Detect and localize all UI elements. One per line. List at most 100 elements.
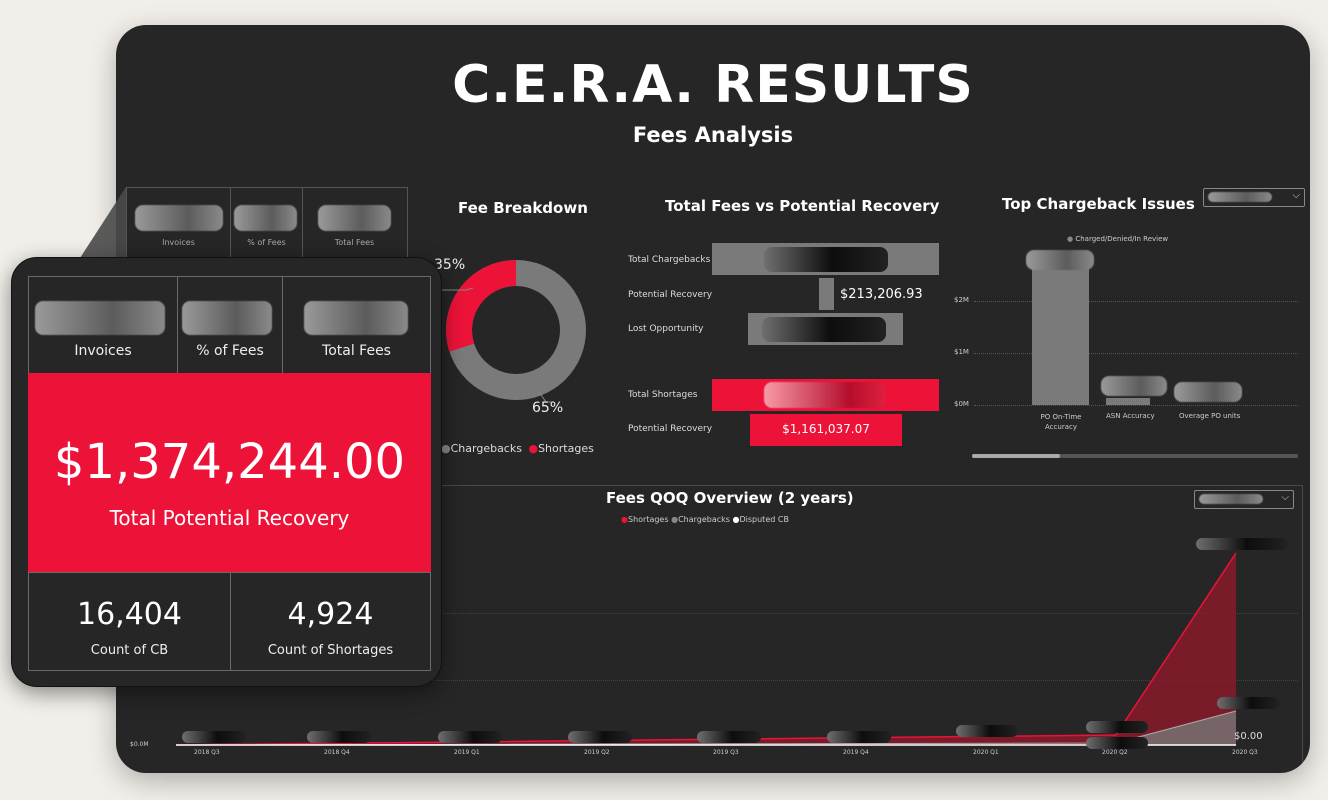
row-total-shortages: Total Shortages: [628, 390, 698, 400]
summary-zoom-card: Invoices % of Fees Total Fees $1,374,244…: [11, 257, 442, 687]
legend-charged: Charged/Denied/In Review: [1075, 235, 1169, 243]
x-label-overage-po: Overage PO units: [1179, 412, 1241, 420]
scrollbar-thumb[interactable]: [972, 454, 1060, 458]
x-label: 2020 Q2: [1102, 749, 1128, 756]
legend-shortages: Shortages: [538, 442, 594, 455]
mini-invoices-label: Invoices: [162, 238, 195, 247]
bar-asn-accuracy[interactable]: [1106, 398, 1150, 405]
redacted-value: [35, 301, 165, 335]
total-potential-recovery-tile[interactable]: $1,374,244.00 Total Potential Recovery: [28, 373, 431, 573]
shortages-pct-label: 35%: [434, 257, 466, 273]
chargebacks-leader-line: [538, 391, 554, 403]
fees-vs-recovery-title: Total Fees vs Potential Recovery: [665, 197, 940, 215]
page-subtitle: Fees Analysis: [632, 123, 794, 147]
redacted-value: [307, 731, 371, 743]
invoices-label: Invoices: [74, 343, 132, 359]
total-potential-recovery-label: Total Potential Recovery: [109, 506, 350, 530]
redacted-value: [1196, 538, 1288, 550]
redacted-value: [318, 205, 391, 231]
pct-fees-tile[interactable]: % of Fees: [177, 276, 283, 374]
chevron-down-icon: ⌵: [1281, 492, 1289, 503]
qoq-last-value: $0.00: [1234, 731, 1263, 742]
redacted-value: [438, 731, 502, 743]
redacted-value: [1174, 382, 1242, 402]
shortages-leader-line: [436, 287, 474, 291]
x-label: 2019 Q4: [843, 749, 869, 756]
gridline: [130, 680, 1298, 681]
count-cb-value: 16,404: [77, 597, 182, 632]
fee-breakdown-legend: ●Chargebacks ●Shortages: [441, 442, 594, 455]
row-potential-recovery-sh: Potential Recovery: [628, 424, 713, 434]
y-tick: $1M: [954, 348, 969, 356]
qoq-y-label: $0.0M: [130, 741, 149, 748]
chevron-down-icon: ⌵: [1292, 190, 1300, 201]
x-label-po-on-time: PO On-Time Accuracy: [1040, 413, 1082, 431]
row-total-chargebacks: Total Chargebacks: [628, 255, 711, 265]
redacted-value: [234, 205, 297, 231]
gridline: [974, 301, 1298, 302]
horizontal-scrollbar[interactable]: [972, 454, 1298, 458]
count-cb-label: Count of CB: [90, 643, 169, 658]
legend-chargebacks: Chargebacks: [450, 442, 522, 455]
mini-total-fees-label: Total Fees: [334, 238, 375, 247]
y-tick: $2M: [954, 296, 969, 304]
top-chargeback-legend: ● Charged/Denied/In Review: [1067, 235, 1169, 243]
legend-chargebacks: Chargebacks: [678, 515, 730, 524]
shortages-slice[interactable]: [446, 260, 517, 352]
gridline: [130, 613, 1298, 614]
top-chargeback-dropdown[interactable]: ⌵: [1203, 188, 1305, 207]
qoq-chart-frame: [422, 485, 1303, 766]
redacted-value: [1217, 697, 1279, 709]
qoq-legend: ●Shortages ●Chargebacks ●Disputed CB: [621, 515, 789, 524]
row-potential-recovery-cb: Potential Recovery: [628, 290, 713, 300]
redacted-value: [1086, 737, 1148, 749]
gridline: [974, 353, 1298, 354]
pct-fees-label: % of Fees: [196, 343, 264, 359]
x-label-asn-accuracy: ASN Accuracy: [1106, 412, 1155, 420]
chargebacks-pct-label: 65%: [532, 400, 564, 416]
redacted-value: [135, 205, 223, 231]
total-fees-tile[interactable]: Total Fees: [282, 276, 431, 374]
gridline: [974, 405, 1298, 406]
redacted-value: [764, 247, 888, 272]
bar-potential-recovery-sh[interactable]: [750, 414, 902, 446]
redacted-value: [1086, 721, 1148, 733]
total-potential-recovery-value: $1,374,244.00: [53, 434, 406, 490]
qoq-title: Fees QOQ Overview (2 years): [606, 489, 854, 507]
legend-disputed: Disputed CB: [739, 515, 789, 524]
x-label: 2019 Q2: [584, 749, 610, 756]
x-label: 2019 Q1: [454, 749, 480, 756]
count-cb-tile[interactable]: 16,404 Count of CB: [28, 572, 231, 671]
bar-potential-recovery-cb[interactable]: [819, 278, 834, 310]
redacted-value: [764, 382, 886, 408]
redacted-value: [182, 301, 272, 335]
redacted-value: [1101, 376, 1167, 396]
fee-breakdown-title: Fee Breakdown: [458, 199, 588, 217]
potential-recovery-sh-value: $1,161,037.07: [782, 422, 870, 436]
redacted-selection: [1199, 494, 1263, 504]
count-shortages-label: Count of Shortages: [267, 643, 394, 658]
invoices-tile[interactable]: Invoices: [28, 276, 178, 374]
x-label: 2020 Q3: [1232, 749, 1258, 756]
fee-breakdown-donut[interactable]: [436, 250, 596, 450]
redacted-value: [182, 731, 246, 743]
x-label: 2019 Q3: [713, 749, 739, 756]
mini-total-fees-cell[interactable]: Total Fees: [303, 188, 406, 258]
legend-shortages: Shortages: [627, 515, 669, 524]
total-fees-label: Total Fees: [322, 343, 391, 359]
mini-pct-fees-cell[interactable]: % of Fees: [231, 188, 303, 258]
redacted-value: [697, 731, 761, 743]
x-label: 2018 Q3: [194, 749, 220, 756]
redacted-value: [1026, 250, 1094, 270]
qoq-dropdown[interactable]: ⌵: [1194, 490, 1294, 509]
redacted-value: [304, 301, 408, 335]
mini-invoices-cell[interactable]: Invoices: [127, 188, 231, 258]
top-chargeback-title: Top Chargeback Issues: [1002, 195, 1195, 213]
bar-po-on-time[interactable]: [1032, 268, 1089, 405]
x-label: 2020 Q1: [973, 749, 999, 756]
x-label: 2018 Q4: [324, 749, 350, 756]
redacted-value: [827, 731, 891, 743]
count-shortages-tile[interactable]: 4,924 Count of Shortages: [230, 572, 431, 671]
redacted-value: [956, 725, 1018, 737]
mini-pct-fees-label: % of Fees: [247, 238, 286, 247]
